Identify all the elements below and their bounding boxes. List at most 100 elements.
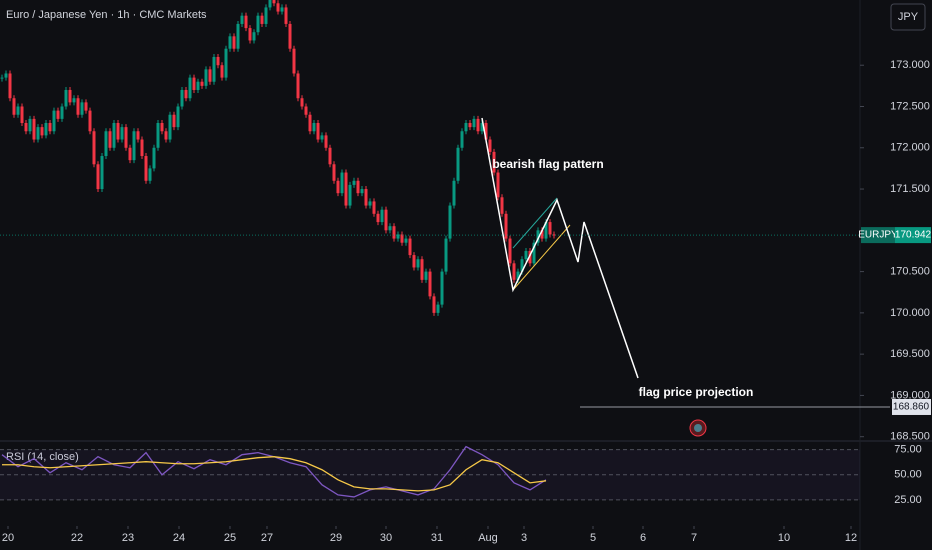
flag-line (512, 197, 558, 249)
event-icon-inner[interactable] (694, 424, 702, 432)
x-tick-label: 30 (380, 532, 392, 544)
candle-body (64, 89, 68, 107)
currency-box[interactable] (890, 3, 926, 31)
candle-body (304, 106, 308, 115)
candle-body (344, 172, 348, 206)
candle-body (516, 271, 520, 280)
x-tick-label: 31 (431, 532, 443, 544)
candle-body (76, 98, 80, 115)
candle-body (396, 234, 400, 239)
candle-body (176, 106, 180, 128)
x-tick-label: 22 (71, 532, 83, 544)
candle-body (80, 102, 84, 115)
candle-body (100, 156, 104, 190)
candle-body (276, 3, 280, 12)
candle-body (460, 131, 464, 148)
candle-body (16, 106, 20, 115)
candle-body (288, 23, 292, 49)
y-tick-label: 168.500 (890, 431, 930, 443)
candle-body (456, 147, 460, 181)
candle-body (540, 230, 544, 239)
candle-body (96, 164, 100, 190)
candle-body (180, 89, 184, 107)
candle-body (248, 28, 252, 41)
candle-body (552, 234, 556, 236)
candle-body (432, 296, 436, 313)
x-tick-label: 3 (521, 532, 527, 544)
candle-body (376, 213, 380, 223)
candle-body (464, 123, 468, 132)
x-tick-label: 23 (122, 532, 134, 544)
candle-body (88, 110, 92, 132)
candle-body (256, 15, 260, 33)
x-tick-label: 27 (261, 532, 273, 544)
candle-body (424, 271, 428, 280)
candle-body (364, 189, 368, 206)
candle-body (356, 180, 360, 194)
candle-body (360, 189, 364, 194)
candle-body (440, 271, 444, 305)
candle-body (4, 73, 8, 78)
candle-body (428, 271, 432, 297)
x-tick-label: 10 (778, 532, 790, 544)
candle-body (168, 114, 172, 140)
candle-body (340, 172, 344, 194)
candle-body (72, 98, 76, 103)
x-tick-label: 24 (173, 532, 185, 544)
candle-body (416, 259, 420, 268)
candle-body (408, 238, 412, 256)
candle-body (264, 7, 268, 24)
candle-body (496, 172, 500, 198)
candle-body (404, 238, 408, 243)
candle-body (272, 0, 276, 4)
candle-body (24, 123, 28, 132)
candle-body (268, 0, 272, 8)
candle-body (452, 180, 456, 206)
candle-body (152, 147, 156, 169)
x-tick-label: 12 (845, 532, 857, 544)
x-tick-label: 29 (330, 532, 342, 544)
marks (0, 0, 556, 316)
target-box (892, 398, 931, 415)
flag-line (512, 224, 571, 291)
price-label: 170.942 (895, 230, 932, 241)
candle-body (488, 139, 492, 152)
candle-body (548, 222, 552, 235)
candle-body (112, 123, 116, 148)
candle-body (128, 147, 132, 161)
candle-body (400, 234, 404, 243)
candle-body (392, 226, 396, 239)
rsi-tick-label: 75.00 (894, 444, 922, 456)
candle-body (204, 69, 208, 86)
candle-body (228, 36, 232, 49)
candle-body (544, 222, 548, 239)
candle-body (8, 73, 12, 99)
candle-body (12, 98, 16, 115)
candle-body (184, 89, 188, 99)
candle-body (320, 135, 324, 140)
candle-body (504, 213, 508, 239)
rsi-line (2, 456, 547, 492)
candle-body (524, 250, 528, 260)
candle-body (188, 77, 192, 99)
candle-body (492, 151, 496, 173)
currency[interactable]: JPY (898, 11, 919, 23)
candle-body (384, 209, 388, 231)
candle-body (244, 15, 248, 29)
x-tick-label: 6 (640, 532, 646, 544)
y-tick-label: 172.500 (890, 100, 930, 112)
candle-body (208, 69, 212, 82)
candle-body (240, 15, 244, 24)
candle-body (36, 127, 40, 140)
candle-body (324, 135, 328, 148)
candle-body (484, 123, 488, 140)
candle-body (68, 89, 72, 103)
candle-body (352, 180, 356, 185)
candle-body (252, 32, 256, 41)
candle-body (536, 230, 540, 243)
candle-body (520, 259, 524, 272)
y-tick-label: 172.000 (890, 142, 930, 154)
candle-body (348, 184, 352, 206)
candle-body (528, 250, 532, 264)
